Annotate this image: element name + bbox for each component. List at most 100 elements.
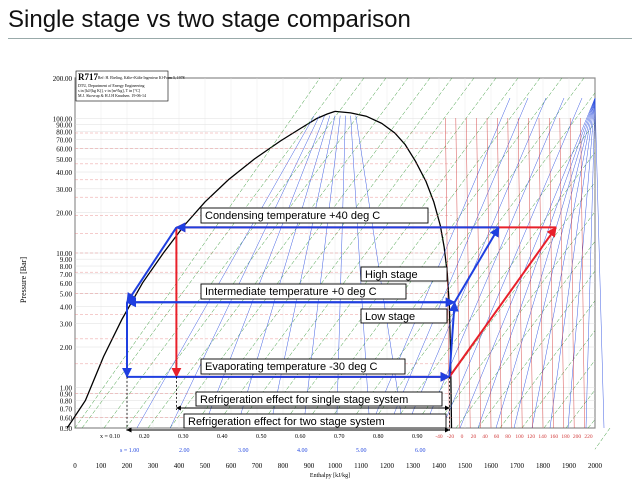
x-tick-label: 800 xyxy=(278,462,289,470)
temperature-label: 0 xyxy=(461,434,464,440)
y-tick-label: 6.00 xyxy=(60,280,73,288)
x-tick-label: 200 xyxy=(122,462,133,470)
entropy-label: 2.00 xyxy=(179,448,190,454)
isentrope-line xyxy=(441,97,583,429)
entropy-label: 4.00 xyxy=(297,448,308,454)
low-stage-annotation: Low stage xyxy=(360,308,448,324)
entropy-label: 3.00 xyxy=(238,448,249,454)
temperature-label: 100 xyxy=(515,434,524,440)
isotherm-line xyxy=(569,117,575,429)
temperature-label: 120 xyxy=(527,434,536,440)
chart-header: R717 Ref: H. Ebeling, Kälte+Kälte Ingeni… xyxy=(75,70,185,102)
isotherm-line xyxy=(507,117,513,429)
x-tick-label: 300 xyxy=(148,462,159,470)
isentrope-line xyxy=(513,97,596,429)
isentrope-line xyxy=(387,97,529,429)
quality-label: 0.80 xyxy=(373,434,384,440)
temperature-labels: -40 -20 0 20 40 60 80 100 120 140 160 180 200 220 xyxy=(435,434,593,440)
isotherm-line xyxy=(528,117,533,429)
x-tick-label: 1800 xyxy=(536,462,551,470)
x-tick-label: 1000 xyxy=(328,462,343,470)
x-tick-label: 1100 xyxy=(354,462,368,470)
y-tick-label: 0.90 xyxy=(60,391,73,399)
y-tick-label: 200.00 xyxy=(53,75,73,83)
temperature-label: 220 xyxy=(584,434,593,440)
isotherm-line xyxy=(580,117,585,429)
temperature-label: 200 xyxy=(573,434,582,440)
y-tick-label: 40.00 xyxy=(56,169,72,177)
temperature-label: -20 xyxy=(447,434,455,440)
isochore-line xyxy=(103,77,365,429)
y-tick-label: 100.00 xyxy=(53,115,73,123)
entropy-labels: s = 1.00 2.00 3.00 4.00 5.00 6.00 xyxy=(120,448,426,454)
single-stage-segment xyxy=(448,226,557,378)
isotherm-line xyxy=(517,117,523,429)
isotherm-line xyxy=(559,117,565,429)
y-tick-label: 0.80 xyxy=(60,398,73,406)
temperature-label: 180 xyxy=(561,434,570,440)
info-line-1: DTU, Department of Energy Engineering xyxy=(78,83,144,89)
quality-label: 0.40 xyxy=(217,434,228,440)
y-tick-label: 9.00 xyxy=(60,256,73,264)
saturated-liquid-line xyxy=(66,110,336,429)
x-axis-label: Enthalpy [kJ/kg] xyxy=(310,473,350,479)
x-tick-label: 1300 xyxy=(406,462,421,470)
refrigerant-label: R717 xyxy=(78,72,98,82)
y-tick-label: 0.50 xyxy=(60,425,73,433)
y-tick-label: 50.00 xyxy=(56,156,72,164)
y-tick-label: 80.00 xyxy=(56,129,72,137)
x-tick-label: 1500 xyxy=(458,462,473,470)
entropy-label: s = 1.00 xyxy=(120,448,139,454)
temperature-label: 160 xyxy=(550,434,559,440)
isotherm-line xyxy=(455,117,461,429)
low-stage-label: Low stage xyxy=(365,311,415,323)
effect-single-label: Refrigeration effect for single stage sy… xyxy=(200,394,408,406)
y-tick-label: 0.60 xyxy=(60,414,73,422)
high-stage-label: High stage xyxy=(365,269,418,281)
temperature-label: 80 xyxy=(505,434,511,440)
y-tick-label: 8.00 xyxy=(60,263,73,271)
isotherm-line xyxy=(497,117,502,429)
x-tick-label: 500 xyxy=(200,462,211,470)
reference-line: Ref: H. Ebeling, Kälte+Kälte Ingenieur K… xyxy=(98,76,185,81)
x-tick-label: 1200 xyxy=(380,462,395,470)
evaporating-label: Evaporating temperature -30 deg C xyxy=(205,361,377,373)
isochore-line xyxy=(543,359,596,429)
x-tick-label: 100 xyxy=(96,462,107,470)
high-stage-annotation: High stage xyxy=(360,266,448,282)
y-tick-label: 3.00 xyxy=(60,320,73,328)
quality-label: 0.50 xyxy=(256,434,267,440)
y-tick-label: 5.00 xyxy=(60,290,73,298)
intermediate-label: Intermediate temperature +0 deg C xyxy=(205,286,377,298)
info-line-3: M.J. Skovrup & H.J.H Knudsen. 19-06-14 xyxy=(78,93,146,98)
isochore-line xyxy=(455,241,596,429)
saturated-vapour-line xyxy=(334,110,453,429)
isotherm-line xyxy=(465,117,471,429)
x-tick-label: 700 xyxy=(252,462,263,470)
x-tick-label: 1700 xyxy=(510,462,525,470)
effect-single-annotation: Refrigeration effect for single stage sy… xyxy=(195,391,443,407)
quality-label: 0.30 xyxy=(178,434,189,440)
isentrope-line xyxy=(405,97,547,429)
evaporating-annotation: Evaporating temperature -30 deg C xyxy=(200,358,406,375)
y-tick-label: 20.00 xyxy=(56,210,72,218)
entropy-label: 5.00 xyxy=(356,448,367,454)
quality-label: 0.60 xyxy=(295,434,306,440)
y-tick-label: 60.00 xyxy=(56,145,72,153)
slide-title: Single stage vs two stage comparison xyxy=(8,6,411,33)
x-tick-label: 400 xyxy=(174,462,185,470)
x-tick-label: 1400 xyxy=(432,462,447,470)
info-line-2: s in [kJ/(kg K)], v in [m³/kg], T in [°C… xyxy=(78,88,141,94)
isentrope-line xyxy=(549,97,596,429)
cycle-layer xyxy=(122,222,557,382)
temperature-label: 20 xyxy=(471,434,477,440)
isochore-line xyxy=(477,270,596,429)
y-axis-label: Pressure [Bar] xyxy=(19,257,28,303)
intermediate-annotation: Intermediate temperature +0 deg C xyxy=(200,283,407,300)
temperature-label: 40 xyxy=(482,434,488,440)
y-tick-label: 30.00 xyxy=(56,186,72,194)
low-stage-segment xyxy=(448,301,459,377)
isochore-line xyxy=(565,389,596,429)
x-tick-label: 1900 xyxy=(562,462,577,470)
